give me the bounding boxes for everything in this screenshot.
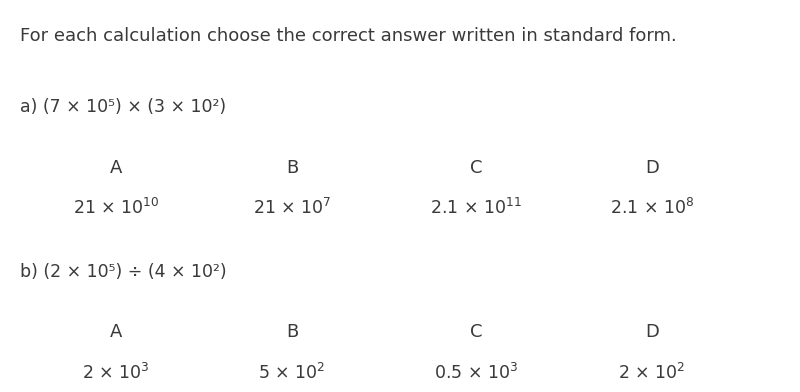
Text: a) (7 × 10⁵) × (3 × 10²): a) (7 × 10⁵) × (3 × 10²)	[20, 98, 226, 116]
Text: 2 × 10$^{2}$: 2 × 10$^{2}$	[618, 363, 686, 383]
Text: C: C	[470, 323, 482, 341]
Text: A: A	[110, 323, 122, 341]
Text: 5 × 10$^{2}$: 5 × 10$^{2}$	[258, 363, 326, 383]
Text: 21 × 10$^{10}$: 21 × 10$^{10}$	[73, 198, 159, 218]
Text: For each calculation choose the correct answer written in standard form.: For each calculation choose the correct …	[20, 27, 677, 45]
Text: 2.1 × 10$^{11}$: 2.1 × 10$^{11}$	[430, 198, 522, 218]
Text: D: D	[645, 159, 659, 177]
Text: A: A	[110, 159, 122, 177]
Text: B: B	[286, 159, 298, 177]
Text: 2 × 10$^{3}$: 2 × 10$^{3}$	[82, 363, 150, 383]
Text: b) (2 × 10⁵) ÷ (4 × 10²): b) (2 × 10⁵) ÷ (4 × 10²)	[20, 263, 226, 281]
Text: 2.1 × 10$^{8}$: 2.1 × 10$^{8}$	[610, 198, 694, 218]
Text: 21 × 10$^{7}$: 21 × 10$^{7}$	[253, 198, 331, 218]
Text: C: C	[470, 159, 482, 177]
Text: B: B	[286, 323, 298, 341]
Text: 0.5 × 10$^{3}$: 0.5 × 10$^{3}$	[434, 363, 518, 383]
Text: D: D	[645, 323, 659, 341]
